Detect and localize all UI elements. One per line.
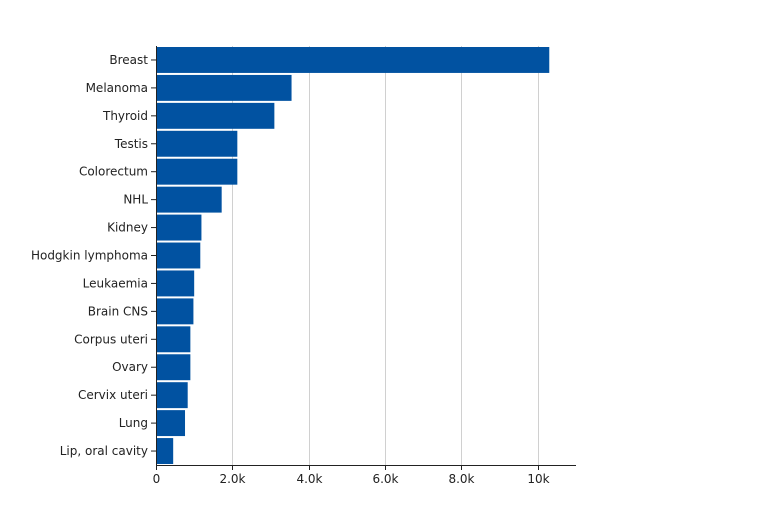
bar [156, 410, 186, 437]
x-axis: 0 2.0k 4.0k 6.0k 8.0k 10k [153, 46, 576, 486]
category-label: Hodgkin lymphoma [31, 249, 148, 263]
category-label: Thyroid [102, 109, 148, 123]
x-tick-label: 10k [527, 472, 549, 486]
category-label: Colorectum [79, 165, 148, 179]
bar [156, 382, 188, 409]
category-label: Leukaemia [83, 276, 148, 290]
bar [156, 438, 174, 464]
category-label: Corpus uteri [74, 332, 148, 346]
x-tick-label: 6.0k [372, 472, 398, 486]
bar [156, 214, 202, 241]
category-label: Cervix uteri [78, 388, 148, 402]
category-label: Kidney [107, 221, 148, 235]
bar [156, 354, 191, 381]
category-label: NHL [123, 193, 148, 207]
bars [156, 47, 550, 464]
bar [156, 102, 275, 129]
grid-lines [232, 46, 539, 465]
bar [156, 270, 195, 297]
bar [156, 242, 201, 269]
category-label: Brain CNS [88, 304, 148, 318]
x-tick-label: 2.0k [219, 472, 245, 486]
bar [156, 47, 550, 73]
bar [156, 158, 238, 185]
category-labels: Breast Melanoma Thyroid Testis Colorectum NHL… [31, 53, 156, 458]
category-label: Breast [109, 53, 148, 67]
category-label: Testis [114, 137, 148, 151]
category-label: Lip, oral cavity [60, 444, 148, 458]
bar [156, 74, 292, 101]
x-tick-label: 0 [153, 472, 161, 486]
category-label: Lung [119, 416, 148, 430]
category-label: Ovary [112, 360, 148, 374]
bar [156, 186, 222, 213]
bar [156, 130, 238, 157]
x-tick-label: 4.0k [296, 472, 322, 486]
category-label: Melanoma [86, 81, 148, 95]
bar [156, 298, 194, 325]
bar [156, 326, 191, 353]
x-tick-label: 8.0k [448, 472, 474, 486]
